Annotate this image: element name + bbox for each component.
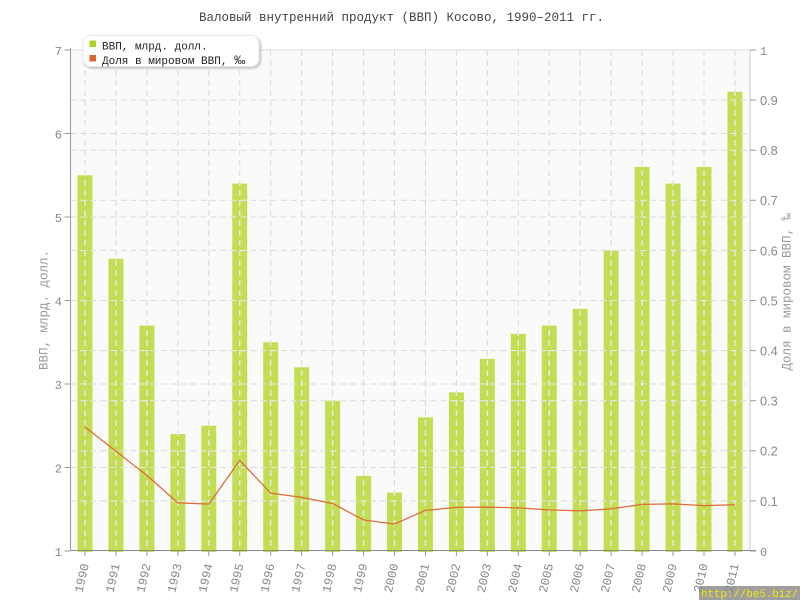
- svg-text:1991: 1991: [103, 562, 123, 594]
- svg-text:2003: 2003: [475, 562, 495, 594]
- svg-text:3: 3: [55, 379, 62, 393]
- svg-text:2004: 2004: [506, 562, 526, 594]
- svg-text:2: 2: [55, 462, 62, 476]
- svg-text:Валовый внутренний продукт (ВВ: Валовый внутренний продукт (ВВП) Косово,…: [199, 11, 604, 25]
- svg-text:Доля в мировом ВВП, ‰: Доля в мировом ВВП, ‰: [781, 212, 795, 370]
- svg-text:4: 4: [55, 295, 62, 309]
- svg-text:0.9: 0.9: [760, 93, 778, 108]
- svg-text:2001: 2001: [413, 562, 433, 594]
- svg-text:0.7: 0.7: [760, 193, 778, 208]
- svg-text:ВВП, млрд. долл.: ВВП, млрд. долл.: [38, 250, 52, 370]
- svg-text:2000: 2000: [382, 562, 402, 594]
- svg-text:2009: 2009: [661, 562, 681, 594]
- svg-text:0.3: 0.3: [760, 394, 778, 409]
- svg-text:0.6: 0.6: [760, 243, 778, 258]
- svg-text:1994: 1994: [196, 562, 216, 594]
- svg-text:0.4: 0.4: [760, 344, 778, 359]
- svg-text:Доля в мировом ВВП, ‰: Доля в мировом ВВП, ‰: [102, 55, 246, 68]
- svg-text:2002: 2002: [444, 562, 464, 594]
- svg-text:0: 0: [760, 546, 767, 560]
- svg-text:5: 5: [55, 212, 62, 226]
- svg-text:1996: 1996: [258, 562, 278, 594]
- svg-text:0.1: 0.1: [760, 494, 778, 509]
- svg-text:2005: 2005: [537, 562, 557, 594]
- svg-text:0.5: 0.5: [760, 293, 778, 308]
- svg-text:1997: 1997: [289, 562, 309, 594]
- svg-text:1995: 1995: [227, 562, 247, 594]
- svg-text:0.8: 0.8: [760, 143, 778, 158]
- svg-text:0.2: 0.2: [760, 444, 778, 459]
- svg-text:2006: 2006: [568, 562, 588, 594]
- svg-text:2011: 2011: [722, 562, 742, 594]
- svg-text:1999: 1999: [351, 562, 371, 594]
- svg-text:2007: 2007: [599, 562, 619, 594]
- svg-text:http://be5.biz/: http://be5.biz/: [701, 589, 798, 600]
- svg-text:1992: 1992: [134, 562, 154, 594]
- svg-text:2010: 2010: [692, 562, 712, 594]
- svg-text:6: 6: [55, 128, 62, 142]
- svg-text:1990: 1990: [73, 562, 93, 594]
- svg-text:ВВП, млрд. долл.: ВВП, млрд. долл.: [102, 42, 208, 54]
- svg-text:1: 1: [760, 45, 767, 59]
- svg-text:1: 1: [55, 546, 62, 560]
- svg-text:1998: 1998: [320, 562, 340, 594]
- svg-text:1993: 1993: [165, 562, 185, 594]
- svg-text:2008: 2008: [630, 562, 650, 594]
- svg-text:7: 7: [55, 45, 62, 59]
